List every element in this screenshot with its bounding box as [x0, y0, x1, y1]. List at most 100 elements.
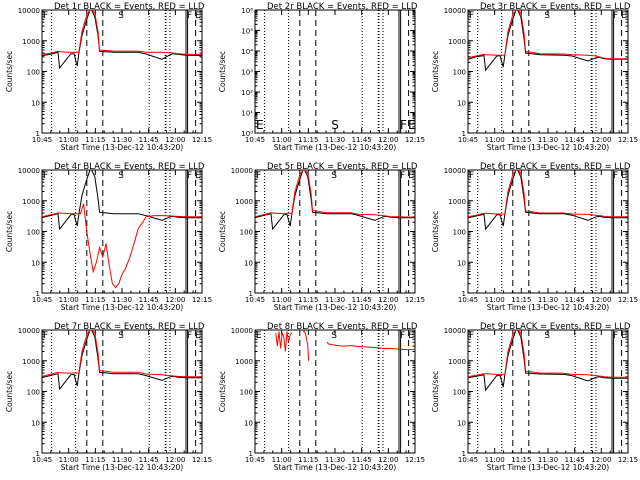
x-tick-label: 12:15	[192, 456, 212, 464]
marker-label: F	[613, 11, 618, 21]
y-tick-label: 1	[36, 450, 40, 458]
y-tick-label: 10⁶	[241, 7, 253, 15]
x-tick-label: 12:15	[405, 296, 425, 304]
x-axis-label: Start Time (13-Dec-12 10:43:20)	[274, 463, 396, 472]
x-tick-label: 11:00	[272, 456, 292, 464]
y-tick-label: 1000	[235, 358, 253, 366]
y-tick-label: 100	[27, 69, 40, 77]
series-group	[255, 170, 415, 231]
x-tick-label: 11:45	[565, 296, 585, 304]
marker-label: E	[195, 331, 201, 341]
series-line-events	[255, 170, 415, 231]
y-tick-label: 10000	[444, 7, 466, 15]
y-tick-label: 1000	[235, 198, 253, 206]
x-tick-label: 12:15	[405, 136, 425, 144]
x-tick-label: 11:15	[511, 136, 531, 144]
x-tick-label: 11:30	[538, 456, 558, 464]
x-tick-label: 11:00	[59, 456, 79, 464]
y-tick-label: 100	[240, 229, 253, 237]
series-line-lld	[468, 170, 628, 218]
x-tick-label: 12:15	[192, 136, 212, 144]
y-tick-label: 10	[457, 99, 466, 107]
y-tick-label: 10000	[18, 7, 40, 15]
marker-label: F	[187, 331, 192, 341]
panel-title: Det 9r BLACK = Events, RED = LLD	[480, 322, 631, 332]
x-axis-label: Start Time (13-Dec-12 10:43:20)	[274, 303, 396, 312]
x-tick-label: 11:15	[85, 296, 105, 304]
panel-5: Det 5r BLACK = Events, RED = LLD 10:45 11:…	[218, 162, 425, 312]
x-tick-label: 11:15	[511, 296, 531, 304]
marker-label: F	[43, 171, 48, 181]
series-line-events	[42, 10, 202, 70]
x-tick-label: 11:45	[352, 456, 372, 464]
x-tick-label: 12:15	[405, 456, 425, 464]
x-axis-label: Start Time (13-Dec-12 10:43:20)	[487, 303, 609, 312]
marker-label: F	[187, 171, 192, 181]
panel-9: Det 9r BLACK = Events, RED = LLD 10:45 11:…	[431, 322, 638, 472]
x-tick-label: 11:15	[298, 136, 318, 144]
marker-label: E	[621, 171, 627, 181]
panel-1: Det 1r BLACK = Events, RED = LLD 10:45 11:…	[5, 2, 212, 152]
y-axis-label: Counts/sec	[218, 371, 227, 412]
x-tick-label: 10:45	[458, 456, 478, 464]
y-tick-label: 1000	[22, 38, 40, 46]
y-tick-label: 10⁰	[241, 130, 253, 138]
marker-label: F	[400, 171, 405, 181]
y-tick-label: 10	[244, 259, 253, 267]
x-tick-label: 11:15	[298, 296, 318, 304]
panel-4: Det 4r BLACK = Events, RED = LLD 10:45 11:…	[5, 162, 212, 312]
panel-title: Det 2r BLACK = Events, RED = LLD	[267, 2, 418, 12]
series-group	[468, 10, 628, 72]
series-line-lld	[42, 330, 202, 378]
x-tick-label: 11:30	[112, 456, 132, 464]
y-tick-label: 10000	[444, 327, 466, 335]
y-tick-label: 100	[240, 389, 253, 397]
x-tick-label: 12:00	[591, 456, 611, 464]
panel-title: Det 3r BLACK = Events, RED = LLD	[480, 2, 631, 12]
x-tick-label: 10:45	[245, 136, 265, 144]
marker-label: F	[43, 11, 48, 21]
series-group	[42, 170, 202, 289]
x-tick-label: 12:00	[591, 296, 611, 304]
x-tick-label: 11:00	[485, 136, 505, 144]
panel-title: Det 7r BLACK = Events, RED = LLD	[54, 322, 205, 332]
y-axis-label: Counts/sec	[431, 371, 440, 412]
series-line-events	[42, 330, 202, 391]
panel-title: Det 8r BLACK = Events, RED = LLD	[267, 322, 418, 332]
marker-label: S	[331, 171, 337, 181]
x-axis-label: Start Time (13-Dec-12 10:43:20)	[487, 143, 609, 152]
y-tick-label: 10¹	[241, 110, 253, 118]
x-axis-label: Start Time (13-Dec-12 10:43:20)	[61, 303, 183, 312]
y-tick-label: 10⁴	[241, 48, 253, 56]
x-tick-label: 11:30	[538, 296, 558, 304]
y-tick-label: 10000	[18, 167, 40, 175]
x-tick-label: 10:45	[458, 136, 478, 144]
y-tick-label: 10000	[231, 327, 253, 335]
marker-label: F	[469, 11, 474, 21]
y-tick-label: 1	[249, 290, 253, 298]
marker-label: F	[400, 331, 405, 341]
marker-label: S	[331, 331, 337, 341]
series-line-lld	[468, 10, 628, 60]
x-tick-label: 11:45	[565, 456, 585, 464]
y-tick-label: 1	[36, 130, 40, 138]
series-line-lld	[275, 331, 293, 352]
y-tick-label: 1	[462, 450, 466, 458]
plot-frame	[467, 169, 629, 294]
x-tick-label: 11:00	[485, 456, 505, 464]
marker-label: E	[408, 118, 416, 132]
x-tick-label: 12:15	[618, 456, 638, 464]
y-tick-label: 1	[462, 130, 466, 138]
y-axis-label: Counts/sec	[5, 211, 14, 252]
marker-label: F	[613, 171, 618, 181]
y-tick-label: 1000	[448, 198, 466, 206]
series-line-lld	[303, 330, 310, 361]
y-tick-label: 10³	[241, 69, 253, 77]
marker-label: F	[469, 331, 474, 341]
marker-label: S	[331, 118, 339, 132]
x-tick-label: 11:30	[325, 296, 345, 304]
marker-label: S	[544, 331, 550, 341]
y-tick-label: 1	[462, 290, 466, 298]
x-tick-label: 11:15	[511, 456, 531, 464]
